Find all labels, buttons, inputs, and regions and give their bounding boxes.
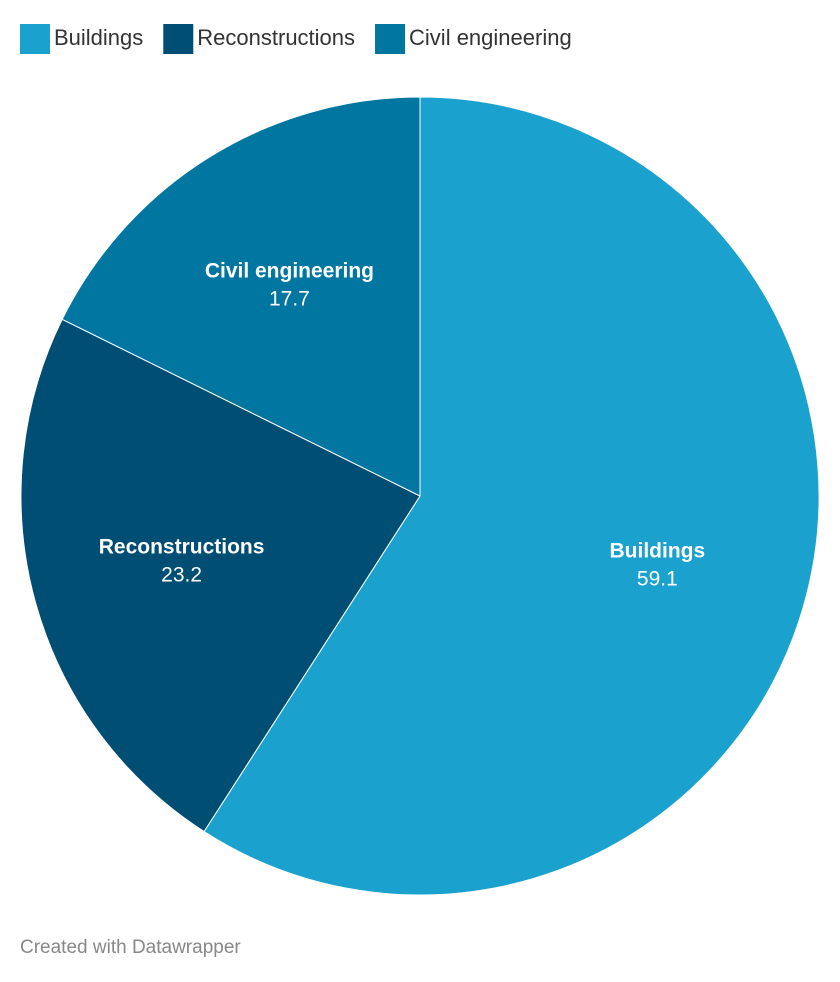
legend-label: Reconstructions [197, 25, 355, 50]
slice-label-name: Buildings [610, 539, 706, 562]
slice-label-value: 59.1 [637, 567, 678, 590]
credit: Created with Datawrapper [20, 937, 241, 958]
legend-swatch [163, 24, 194, 54]
pie-slice [61, 96, 421, 497]
legend-swatch [375, 24, 406, 54]
legend-label: Buildings [54, 25, 143, 50]
slice-label-value: 17.7 [269, 287, 310, 310]
pie: Buildings 59.1 Reconstructions 23.2 Civil en… [20, 96, 820, 896]
legend-label: Civil engineering [409, 25, 572, 50]
legend-swatch [20, 24, 50, 54]
legend: Buildings Reconstructions Civil engineerin… [20, 24, 572, 54]
slice-label-value: 23.2 [161, 564, 202, 587]
slice-label-name: Reconstructions [99, 536, 265, 559]
pie-slice [203, 96, 820, 896]
pie-slice [20, 318, 421, 833]
slice-label-name: Civil engineering [205, 259, 374, 282]
